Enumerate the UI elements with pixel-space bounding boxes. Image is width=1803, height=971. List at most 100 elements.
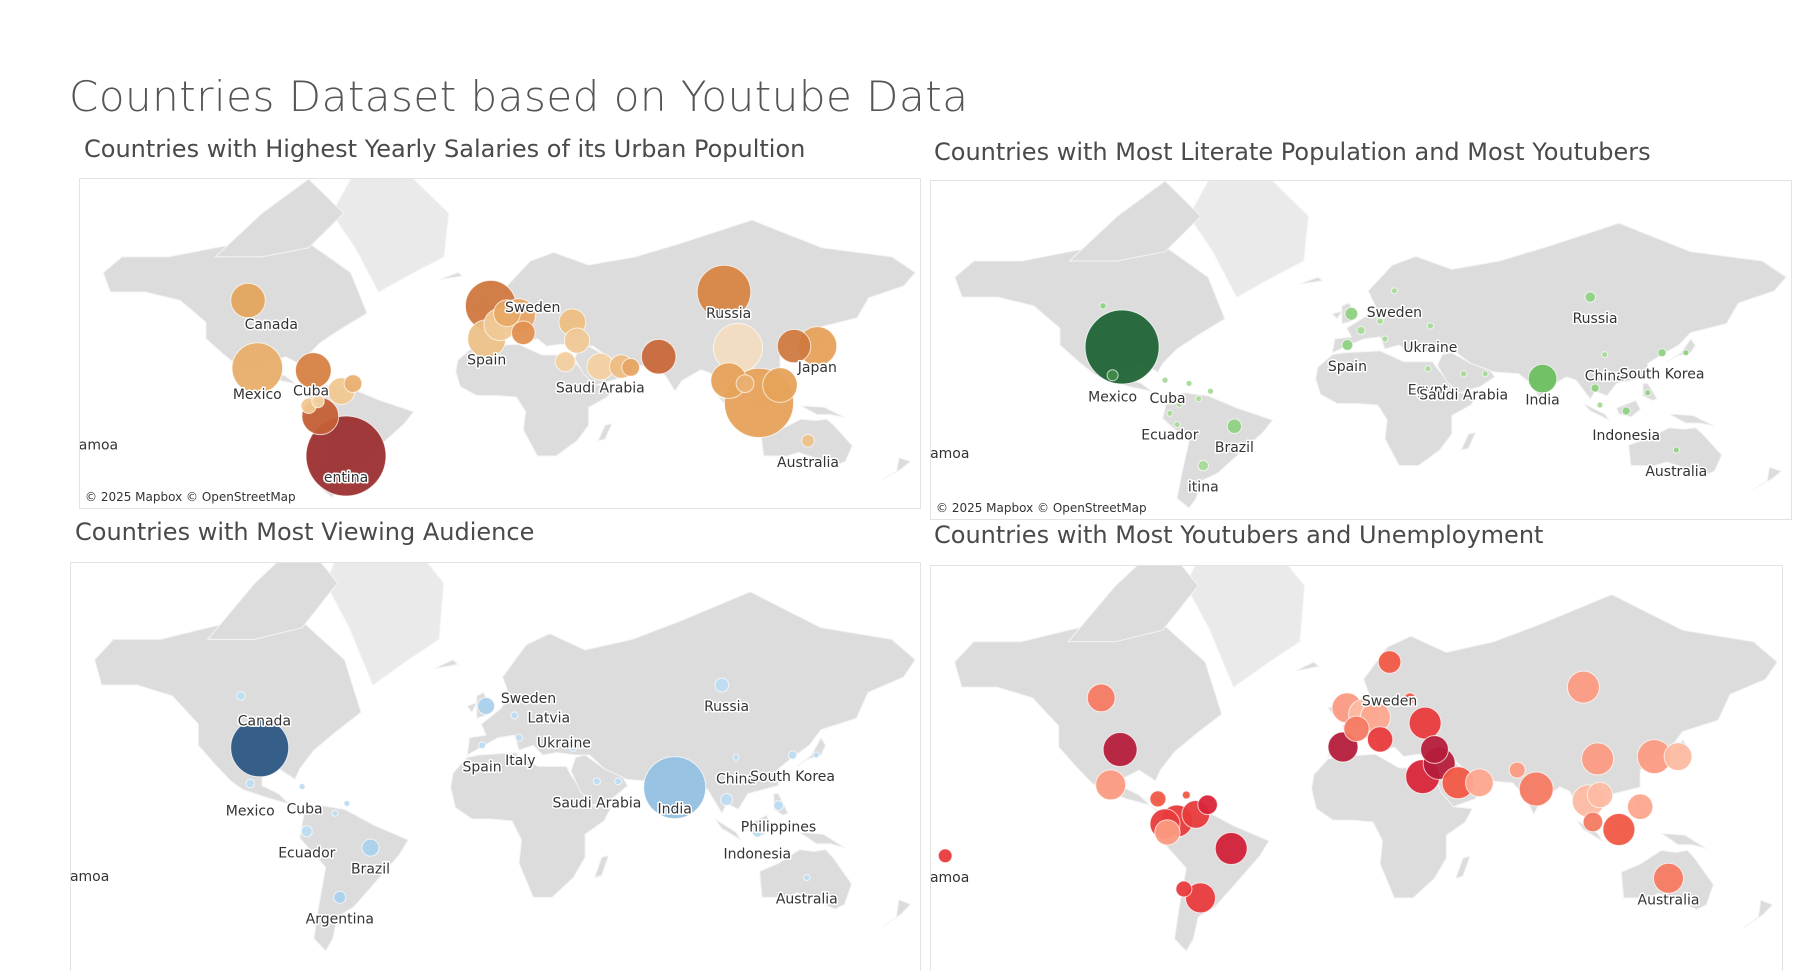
country-bubble[interactable] — [231, 342, 284, 394]
country-bubble[interactable] — [592, 777, 601, 786]
country-bubble[interactable] — [762, 367, 798, 403]
country-bubble[interactable] — [1426, 322, 1434, 330]
country-bubble[interactable] — [1195, 395, 1203, 403]
country-bubble[interactable] — [294, 352, 332, 389]
country-bubble[interactable] — [1436, 343, 1444, 351]
country-bubble[interactable] — [787, 750, 798, 760]
country-bubble[interactable] — [1481, 370, 1489, 378]
country-bubble[interactable] — [1207, 387, 1214, 395]
country-bubble[interactable] — [1185, 379, 1193, 387]
country-bubble[interactable] — [1621, 406, 1631, 416]
country-bubble[interactable] — [1420, 735, 1449, 764]
country-bubble[interactable] — [1408, 706, 1442, 740]
country-bubble[interactable] — [1226, 418, 1243, 434]
country-bubble[interactable] — [1214, 832, 1248, 865]
country-bubble[interactable] — [1663, 742, 1693, 772]
country-bubble[interactable] — [510, 711, 519, 720]
country-bubble[interactable] — [696, 264, 752, 320]
country-bubble[interactable] — [1166, 409, 1174, 417]
country-bubble[interactable] — [333, 890, 347, 904]
country-bubble[interactable] — [1149, 790, 1167, 808]
country-bubble[interactable] — [714, 677, 730, 693]
country-bubble[interactable] — [1581, 742, 1615, 776]
country-bubble[interactable] — [621, 358, 641, 377]
country-bubble[interactable] — [1518, 771, 1554, 807]
country-bubble[interactable] — [643, 756, 707, 820]
country-bubble[interactable] — [1596, 401, 1604, 409]
country-bubble[interactable] — [331, 809, 339, 817]
country-bubble[interactable] — [305, 415, 387, 497]
map-attribution[interactable]: © 2025 Mapbox © OpenStreetMap — [936, 501, 1147, 515]
country-bubble[interactable] — [1377, 650, 1402, 674]
country-bubble[interactable] — [1586, 781, 1614, 809]
country-bubble[interactable] — [545, 693, 553, 701]
country-bubble[interactable] — [1672, 446, 1680, 454]
country-bubble[interactable] — [1424, 365, 1432, 373]
country-bubble[interactable] — [1341, 339, 1354, 351]
country-bubble[interactable] — [1102, 732, 1138, 767]
country-bubble[interactable] — [236, 691, 246, 701]
country-bubble[interactable] — [230, 282, 266, 319]
country-bubble[interactable] — [1154, 819, 1181, 846]
country-bubble[interactable] — [1197, 459, 1209, 472]
country-bubble[interactable] — [1173, 421, 1181, 429]
country-bubble[interactable] — [1175, 880, 1193, 898]
country-bubble[interactable] — [230, 718, 290, 778]
country-bubble[interactable] — [803, 874, 811, 882]
country-bubble[interactable] — [554, 351, 576, 373]
country-bubble[interactable] — [245, 778, 255, 789]
country-bubble[interactable] — [1657, 348, 1667, 358]
country-bubble[interactable] — [640, 338, 677, 375]
country-bubble[interactable] — [1099, 302, 1107, 310]
map-unemployment[interactable]: Sweden Samoa Australia — [930, 565, 1783, 971]
country-bubble[interactable] — [1566, 670, 1600, 704]
country-bubble[interactable] — [735, 374, 755, 394]
country-bubble[interactable] — [493, 299, 521, 328]
country-bubble[interactable] — [515, 733, 524, 742]
country-bubble[interactable] — [477, 697, 496, 715]
country-bubble[interactable] — [1465, 768, 1494, 798]
country-bubble[interactable] — [1644, 389, 1652, 397]
country-bubble[interactable] — [1584, 291, 1596, 303]
country-bubble[interactable] — [1181, 790, 1191, 800]
country-bubble[interactable] — [1343, 715, 1370, 743]
map-literate[interactable]: Sweden Russia Ukraine Spain China South Korea… — [930, 180, 1792, 520]
country-bubble[interactable] — [560, 717, 568, 725]
country-bubble[interactable] — [1366, 726, 1394, 753]
country-bubble[interactable] — [751, 826, 763, 838]
country-bubble[interactable] — [1344, 306, 1359, 321]
country-bubble[interactable] — [478, 741, 487, 750]
country-bubble[interactable] — [298, 783, 306, 791]
country-bubble[interactable] — [1161, 376, 1169, 384]
country-bubble[interactable] — [1185, 882, 1216, 914]
country-bubble[interactable] — [343, 374, 363, 394]
map-salaries[interactable]: Canada Mexico Cuba Sweden Russia Spain Saudi A… — [79, 178, 921, 509]
map-canvas-viewing[interactable]: Canada Mexico Cuba Ecuador Brazil Argentina Sw… — [71, 563, 920, 971]
country-bubble[interactable] — [361, 838, 380, 857]
country-bubble[interactable] — [1095, 769, 1127, 801]
country-bubble[interactable] — [343, 800, 351, 807]
country-bubble[interactable] — [311, 394, 325, 409]
country-bubble[interactable] — [1086, 683, 1116, 713]
map-viewing[interactable]: Canada Mexico Cuba Ecuador Brazil Argentina Sw… — [70, 562, 921, 971]
country-bubble[interactable] — [720, 793, 734, 807]
country-bubble[interactable] — [812, 751, 820, 759]
country-bubble[interactable] — [1460, 370, 1468, 378]
country-bubble[interactable] — [773, 800, 784, 811]
map-canvas-unemployment[interactable]: Sweden Samoa Australia — [931, 566, 1782, 971]
country-bubble[interactable] — [511, 320, 536, 346]
country-bubble[interactable] — [1653, 862, 1684, 894]
country-bubble[interactable] — [776, 328, 812, 364]
country-bubble[interactable] — [1106, 369, 1119, 382]
country-bubble[interactable] — [569, 743, 578, 752]
country-bubble[interactable] — [1390, 287, 1398, 295]
country-bubble[interactable] — [1602, 813, 1636, 846]
country-bubble[interactable] — [1175, 400, 1184, 408]
country-bubble[interactable] — [1376, 317, 1384, 325]
country-bubble[interactable] — [801, 433, 815, 448]
country-bubble[interactable] — [1381, 335, 1389, 343]
country-bubble[interactable] — [1197, 794, 1218, 816]
country-bubble[interactable] — [1682, 349, 1690, 357]
country-bubble[interactable] — [300, 825, 313, 838]
map-attribution[interactable]: © 2025 Mapbox © OpenStreetMap — [85, 490, 296, 504]
